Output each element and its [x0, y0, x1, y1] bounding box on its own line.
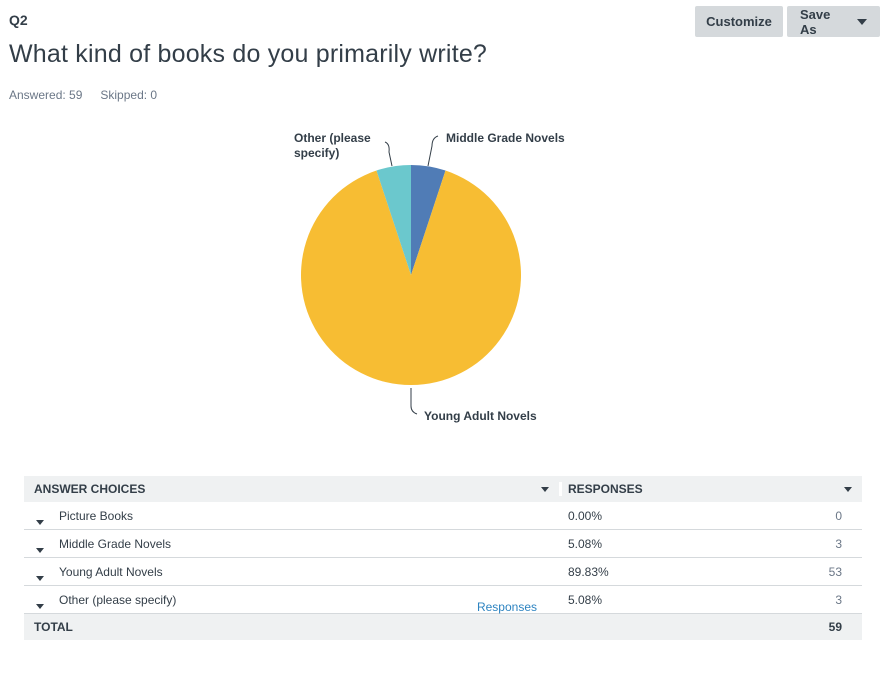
- toolbar: Customize Save As: [695, 6, 880, 37]
- table-row: Young Adult Novels 89.83% 53: [24, 558, 862, 586]
- row-percent: 89.83%: [568, 564, 609, 579]
- row-count: 3: [835, 592, 842, 607]
- row-percent: 5.08%: [568, 536, 603, 551]
- total-count: 59: [828, 620, 842, 634]
- row-label: Other (please specify): [59, 592, 177, 607]
- row-count: 53: [828, 564, 842, 579]
- table-row: Other (please specify) Responses 5.08% 3: [24, 586, 862, 614]
- table-row: Picture Books 0.00% 0: [24, 502, 862, 530]
- response-stats: Answered: 59 Skipped: 0: [9, 88, 157, 102]
- answered-count: Answered: 59: [9, 88, 83, 102]
- responses-header[interactable]: RESPONSES: [559, 482, 862, 496]
- pie-slice-young-adult-novels[interactable]: [301, 170, 521, 386]
- callout-label-ya: Young Adult Novels: [424, 409, 537, 423]
- row-count: 3: [835, 536, 842, 551]
- callout-line-middle: [427, 135, 439, 167]
- responses-link[interactable]: Responses: [476, 599, 537, 614]
- expand-row-icon[interactable]: [36, 519, 44, 525]
- answer-choices-header-label: ANSWER CHOICES: [34, 482, 146, 496]
- expand-row-icon[interactable]: [36, 547, 44, 553]
- customize-button[interactable]: Customize: [695, 6, 783, 37]
- row-label: Middle Grade Novels: [59, 536, 172, 551]
- row-percent: 0.00%: [568, 508, 603, 523]
- pie-slice-other-please-specify[interactable]: [376, 165, 411, 275]
- sort-icon[interactable]: [844, 486, 852, 492]
- table-header: ANSWER CHOICES RESPONSES: [24, 476, 862, 502]
- save-as-label: Save As: [800, 6, 831, 37]
- row-percent: 5.08%: [568, 592, 603, 607]
- question-number: Q2: [9, 12, 28, 28]
- row-count: 0: [835, 508, 842, 523]
- callout-line-ya: [410, 388, 418, 415]
- save-as-button[interactable]: Save As: [787, 6, 880, 37]
- callout-line-other: [384, 141, 393, 167]
- customize-label: Customize: [706, 14, 772, 29]
- pie-chart: Other (please specify) Middle Grade Nove…: [294, 131, 565, 423]
- expand-row-icon[interactable]: [36, 575, 44, 581]
- skipped-count: Skipped: 0: [100, 88, 158, 102]
- pie-slice-middle-grade-novels[interactable]: [411, 165, 446, 275]
- expand-row-icon[interactable]: [36, 603, 44, 609]
- table-row: Middle Grade Novels 5.08% 3: [24, 530, 862, 558]
- responses-header-label: RESPONSES: [568, 482, 643, 496]
- total-label: TOTAL: [34, 620, 73, 634]
- chevron-down-icon: [857, 18, 867, 25]
- callout-label-middle: Middle Grade Novels: [446, 131, 565, 145]
- callout-label-other-1: Other (please: [294, 131, 371, 145]
- total-row: TOTAL 59: [24, 614, 862, 640]
- callout-label-other-2: specify): [294, 146, 339, 160]
- answer-choices-header[interactable]: ANSWER CHOICES: [24, 482, 559, 496]
- row-label: Young Adult Novels: [59, 564, 163, 579]
- question-title: What kind of books do you primarily writ…: [9, 40, 488, 68]
- row-label: Picture Books: [59, 508, 134, 523]
- sort-icon[interactable]: [541, 486, 549, 492]
- answer-table: ANSWER CHOICES RESPONSES Picture Books 0…: [24, 476, 862, 640]
